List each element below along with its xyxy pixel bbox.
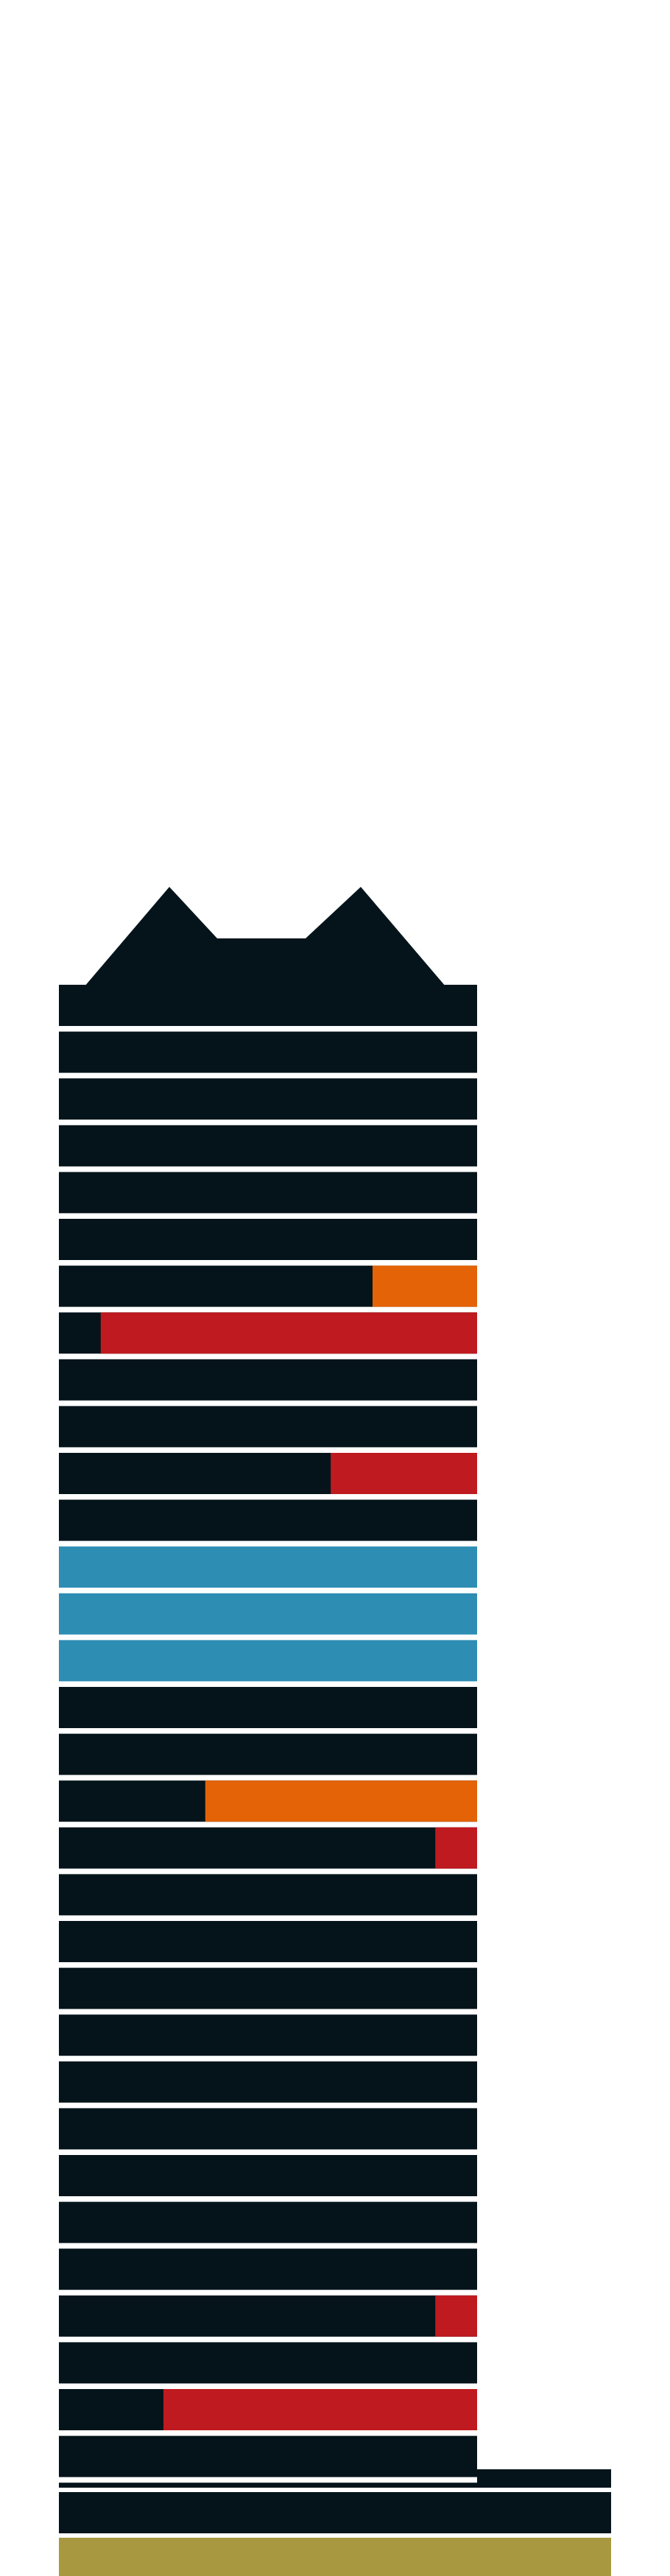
tower-roof <box>85 887 445 986</box>
floor-band-fill <box>59 2248 477 2290</box>
floor-band <box>59 2342 477 2384</box>
floor-band-fill <box>59 1967 477 2009</box>
floor-band <box>59 2155 477 2196</box>
floor-band <box>59 1499 477 1541</box>
annex-divider <box>59 2488 611 2492</box>
annex-lower-floor <box>59 2492 611 2533</box>
floor-band-fill <box>59 985 477 1026</box>
floor-band-fill <box>59 1219 477 1260</box>
floor-band-fill <box>59 1172 477 1214</box>
floor-band <box>59 2201 477 2243</box>
floor-band <box>59 2248 477 2290</box>
floor-highlight <box>373 1265 477 1307</box>
floor-band <box>59 985 477 1026</box>
floor-band-fill <box>59 1640 477 1682</box>
floor-highlight <box>163 2389 477 2430</box>
floor-band-fill <box>59 1031 477 1073</box>
floor-band-fill <box>59 1406 477 1448</box>
roof-silhouette <box>85 887 445 986</box>
floor-highlight <box>331 1453 477 1494</box>
floor-band-fill <box>59 1499 477 1541</box>
floor-band <box>59 1827 477 1869</box>
floor-band <box>59 1078 477 1120</box>
floor-band-fill <box>59 1827 477 1869</box>
floor-band-fill <box>59 2295 477 2337</box>
floor-highlight <box>205 1780 477 1822</box>
floor-band-fill <box>59 1125 477 1167</box>
floor-band <box>59 1546 477 1588</box>
floor-band-fill <box>59 1359 477 1401</box>
floor-band-fill <box>59 1687 477 1728</box>
floor-band-fill <box>59 1874 477 1916</box>
floor-band-fill <box>59 1921 477 1962</box>
floor-band-fill <box>59 1546 477 1588</box>
floor-band <box>59 1921 477 1962</box>
floor-highlight <box>435 2295 477 2337</box>
floor-band <box>59 1593 477 1635</box>
floor-band <box>59 1733 477 1775</box>
tower-base <box>59 2538 611 2576</box>
floor-band <box>59 1640 477 1682</box>
floor-band <box>59 1125 477 1167</box>
floor-band <box>59 2014 477 2056</box>
floor-band-fill <box>59 2201 477 2243</box>
floor-band <box>59 2389 477 2430</box>
floor-band-fill <box>59 2014 477 2056</box>
floor-band <box>59 1031 477 1073</box>
floor-highlight <box>100 1312 478 1354</box>
floor-band <box>59 1219 477 1260</box>
floor-band <box>59 1453 477 1494</box>
tower-annex <box>59 2469 611 2538</box>
floor-band-fill <box>59 2342 477 2384</box>
floor-band-fill <box>59 1078 477 1120</box>
floor-band <box>59 2435 477 2477</box>
floor-band <box>59 1874 477 1916</box>
floor-band-fill <box>59 1593 477 1635</box>
annex-divider-bottom <box>59 2533 611 2538</box>
gold-base <box>59 2538 611 2576</box>
floor-band <box>59 2295 477 2337</box>
floor-highlight <box>435 1827 477 1869</box>
floor-band <box>59 1780 477 1822</box>
floor-band <box>59 1687 477 1728</box>
floor-band <box>59 1359 477 1401</box>
floor-band <box>59 1265 477 1307</box>
floor-band <box>59 2108 477 2150</box>
floor-band-fill <box>59 2155 477 2196</box>
floor-band <box>59 1312 478 1354</box>
floor-band <box>59 1967 477 2009</box>
floor-band <box>59 1406 477 1448</box>
floor-band-fill <box>59 2435 477 2477</box>
floor-band-fill <box>59 2061 477 2103</box>
floor-band-fill <box>59 2108 477 2150</box>
floor-band-fill <box>59 1733 477 1775</box>
tower-floors <box>59 985 478 2524</box>
floor-band <box>59 2061 477 2103</box>
floor-band <box>59 1172 477 1214</box>
